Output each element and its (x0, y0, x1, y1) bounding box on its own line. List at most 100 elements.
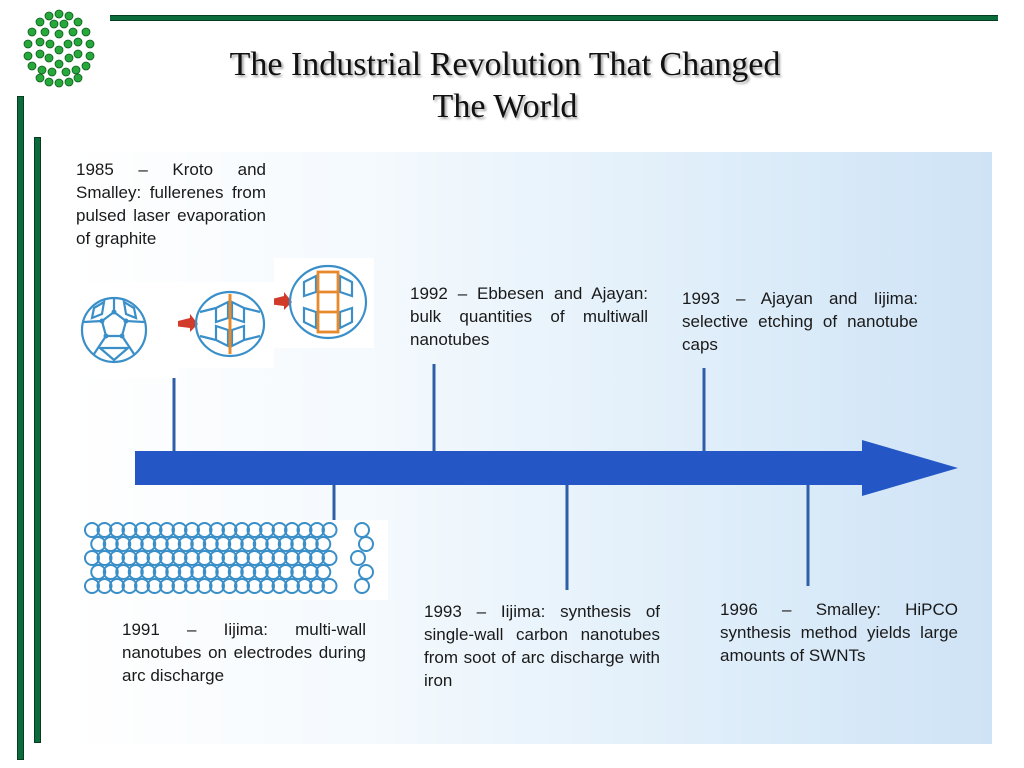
lattice-ring (96, 550, 113, 566)
lattice-ring (277, 564, 294, 580)
lattice-ring (265, 536, 282, 552)
lattice-ring (90, 564, 107, 580)
lattice-ring (190, 564, 207, 580)
lattice-ring (190, 536, 207, 552)
lattice-ring (227, 564, 244, 580)
lattice-ring (202, 536, 219, 552)
lattice-ring (102, 564, 119, 580)
event-1996: 1996 – Smalley: HiPCO synthesis method y… (720, 600, 958, 665)
lattice-ring (309, 522, 325, 538)
lattice-ring (102, 536, 119, 552)
lattice-ring (134, 578, 150, 594)
lattice-ring (315, 536, 332, 552)
nanotube-svg (84, 522, 374, 594)
lattice-ring (209, 522, 225, 538)
lattice-ring (221, 550, 238, 566)
timeline-arrow (135, 440, 958, 496)
lattice-ring (290, 564, 307, 580)
cap-ring (350, 550, 366, 566)
lattice-ring (302, 564, 319, 580)
lattice-ring (84, 522, 100, 538)
lattice-ring (171, 550, 188, 566)
lattice-ring (259, 522, 275, 538)
lattice-ring (121, 522, 138, 538)
lattice-ring (202, 564, 219, 580)
lattice-ring (121, 578, 138, 594)
top-rule (110, 15, 998, 21)
lattice-ring (184, 578, 200, 594)
lattice-ring (109, 522, 125, 538)
title-line-2: The World (432, 88, 578, 125)
lattice-ring (209, 578, 225, 594)
lattice-ring (246, 522, 263, 538)
lattice-ring (159, 550, 175, 566)
timeline-panel (68, 152, 992, 744)
lattice-ring (196, 550, 213, 566)
cap-ring (354, 522, 370, 538)
lattice-ring (284, 578, 300, 594)
lattice-ring (221, 578, 238, 594)
lattice-ring (271, 578, 288, 594)
fullerene-image-2 (174, 282, 274, 368)
lattice-ring (165, 536, 182, 552)
lattice-ring (240, 536, 257, 552)
lattice-ring (296, 522, 313, 538)
lattice-ring (215, 564, 232, 580)
lattice-ring (96, 522, 113, 538)
lattice-ring (171, 522, 188, 538)
event-1993-synthesis: 1993 – Iijima: synthesis of single-wall … (424, 602, 660, 690)
lattice-ring (196, 522, 213, 538)
lattice-ring (177, 564, 194, 580)
lattice-ring (146, 550, 163, 566)
lattice-ring (165, 564, 182, 580)
cap-ring (358, 536, 374, 552)
lattice-ring (321, 522, 338, 538)
left-accent-bar-inner (34, 137, 41, 743)
cap-ring (358, 564, 374, 580)
event-1993-etching: 1993 – Ajayan and Iijima: selective etch… (682, 289, 918, 354)
lattice-ring (309, 578, 325, 594)
lattice-ring (109, 550, 125, 566)
lattice-ring (134, 550, 150, 566)
slide-title: The Industrial Revolution That Changed T… (150, 44, 860, 128)
lattice-ring (321, 578, 338, 594)
lattice-ring (84, 578, 100, 594)
lattice-ring (252, 536, 269, 552)
lattice-ring (284, 522, 300, 538)
lattice-ring (140, 564, 157, 580)
lattice-ring (234, 522, 250, 538)
cap-ring (354, 578, 370, 594)
lattice-ring (146, 578, 163, 594)
left-accent-bar (17, 96, 24, 760)
lattice-ring (246, 578, 263, 594)
lattice-ring (134, 522, 150, 538)
lattice-ring (252, 564, 269, 580)
lattice-ring (265, 564, 282, 580)
lattice-ring (115, 536, 132, 552)
lattice-ring (121, 550, 138, 566)
event-1985: 1985 – Kroto and Smalley: fullerenes fro… (76, 160, 266, 248)
lattice-ring (209, 550, 225, 566)
lattice-ring (246, 550, 263, 566)
lattice-ring (152, 536, 169, 552)
fullerene-image-1 (70, 282, 178, 378)
lattice-ring (184, 550, 200, 566)
lattice-ring (84, 550, 100, 566)
lattice-ring (259, 578, 275, 594)
lattice-ring (271, 550, 288, 566)
lattice-ring (259, 550, 275, 566)
nanotube-image (82, 520, 388, 600)
event-1992: 1992 – Ebbesen and Ajayan: bulk quantiti… (410, 284, 648, 349)
lattice-ring (227, 536, 244, 552)
lattice-ring (140, 536, 157, 552)
lattice-ring (221, 522, 238, 538)
lattice-ring (271, 522, 288, 538)
lattice-ring (90, 536, 107, 552)
title-line-1: The Industrial Revolution That Changed (229, 46, 781, 83)
lattice-ring (215, 536, 232, 552)
lattice-ring (109, 578, 125, 594)
lattice-ring (296, 578, 313, 594)
lattice-ring (234, 578, 250, 594)
lattice-ring (302, 536, 319, 552)
